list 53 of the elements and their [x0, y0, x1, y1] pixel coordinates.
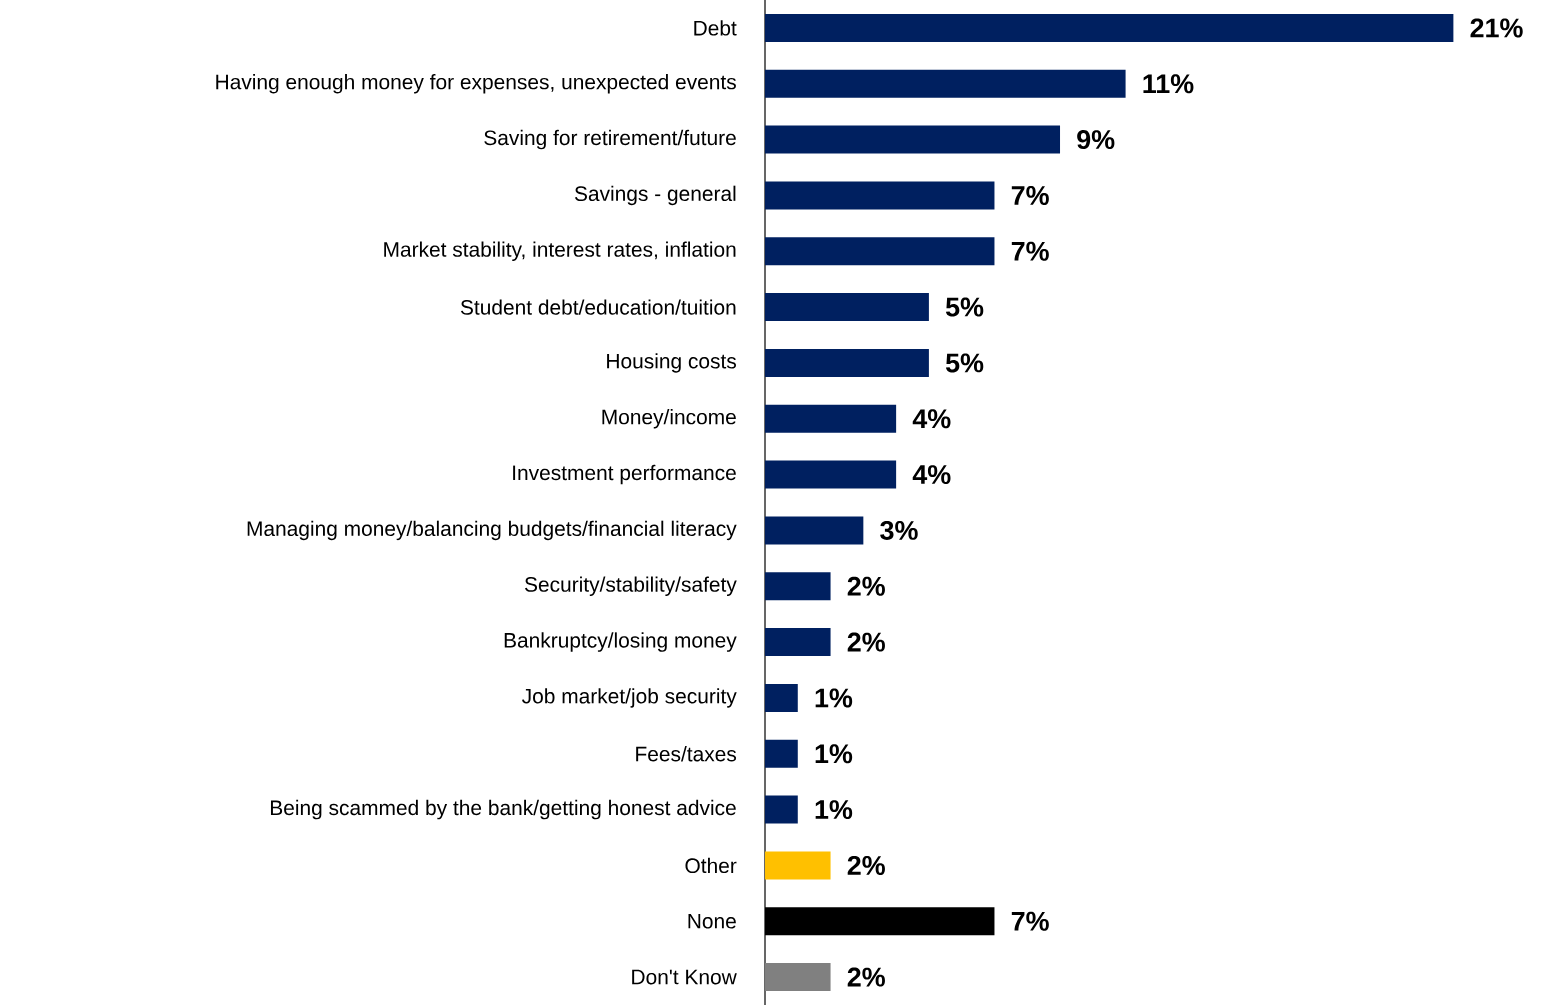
bar: [765, 739, 798, 768]
bar: [765, 237, 995, 266]
data-label: 7%: [1011, 185, 1049, 205]
bar: [765, 13, 1454, 42]
bar: [765, 572, 831, 601]
y-tick-label: Being scammed by the bank/getting honest advice: [270, 799, 736, 820]
data-label: 5%: [945, 353, 984, 373]
data-label: 7%: [1011, 911, 1049, 931]
data-label: 11%: [1143, 74, 1194, 94]
bar: [765, 683, 798, 712]
bar: [765, 293, 929, 322]
bar: [765, 181, 995, 210]
y-tick-label: Having enough money for expenses, unexpected events: [216, 74, 736, 94]
y-tick-label: Housing costs: [607, 353, 737, 373]
y-tick-label: Managing money/balancing budgets/financial literacy: [247, 520, 737, 541]
data-label: 1%: [815, 800, 853, 820]
bar: [765, 795, 798, 824]
bar: [765, 404, 897, 433]
data-label: 4%: [912, 465, 951, 485]
y-tick-label: Savings - general: [574, 185, 736, 206]
data-label: 3%: [880, 520, 918, 540]
data-label: 2%: [847, 576, 885, 596]
y-tick-label: Other: [685, 857, 737, 874]
y-tick-label: Debt: [694, 20, 737, 36]
y-tick-label: Fees/taxes: [636, 746, 737, 762]
y-tick-label: Bankruptcy/losing money: [504, 632, 737, 652]
bar: [765, 348, 929, 377]
y-tick-label: Job market/job security: [522, 688, 737, 708]
data-label: 1%: [815, 744, 853, 764]
bar: [765, 460, 897, 489]
data-label: 2%: [847, 632, 885, 652]
bar: [765, 963, 831, 992]
bar: [765, 125, 1061, 154]
bar: [765, 516, 864, 545]
y-tick-label: Market stability, interest rates, inflation: [384, 241, 736, 262]
y-tick-label: Student debt/education/tuition: [460, 299, 736, 315]
data-label: 5%: [945, 297, 984, 317]
data-label: 4%: [912, 409, 951, 429]
bar: [765, 851, 831, 880]
y-tick-label: Don't Know: [632, 969, 737, 985]
y-tick-label: None: [688, 913, 736, 929]
data-label: 21%: [1470, 18, 1523, 38]
data-label: 2%: [847, 967, 885, 987]
data-label: 7%: [1011, 241, 1049, 261]
bar: [765, 69, 1126, 98]
data-label: 1%: [815, 688, 853, 708]
y-tick-label: Money/income: [602, 409, 736, 429]
data-label: 9%: [1077, 130, 1115, 150]
y-tick-label: Investment performance: [513, 464, 736, 485]
data-label: 2%: [847, 855, 885, 875]
y-tick-label: Saving for retirement/future: [484, 129, 736, 150]
bar: [765, 628, 831, 657]
y-tick-label: Security/stability/safety: [524, 576, 737, 597]
